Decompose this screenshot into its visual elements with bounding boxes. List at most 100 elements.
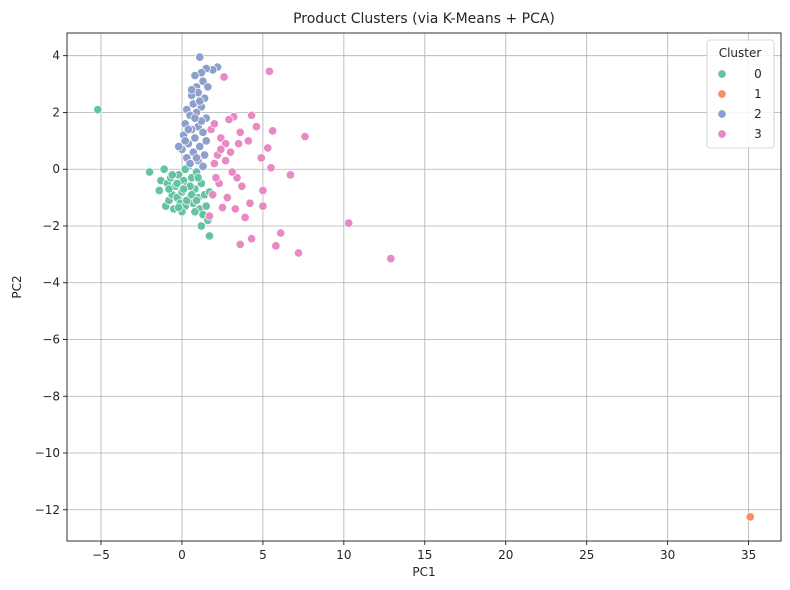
legend-marker [717, 69, 727, 79]
data-point [180, 136, 190, 146]
legend-items: 0 1 2 3 [717, 67, 762, 141]
data-point [211, 173, 221, 183]
data-point [167, 170, 177, 180]
data-point [300, 132, 310, 142]
data-point [195, 52, 205, 62]
data-point [209, 119, 219, 129]
data-point [93, 105, 103, 115]
data-point [179, 184, 189, 194]
y-tick-label: −6 [42, 333, 60, 347]
y-axis-label: PC2 [10, 275, 24, 298]
data-point [285, 170, 295, 180]
data-point [216, 144, 226, 154]
legend-label: 2 [754, 107, 762, 121]
x-tick-label: 35 [741, 548, 756, 562]
x-tick-label: 0 [178, 548, 186, 562]
data-point [195, 96, 205, 106]
series-cluster-1 [745, 512, 755, 522]
y-tick-label: 0 [52, 162, 60, 176]
data-point [196, 221, 206, 231]
data-point [240, 212, 250, 223]
y-tick-label: 2 [52, 105, 60, 119]
legend: Cluster 0 1 2 3 [706, 39, 775, 149]
data-point [204, 231, 215, 241]
x-tick-label: 5 [259, 548, 267, 562]
series-cluster-3 [204, 66, 396, 264]
data-point [164, 184, 174, 194]
x-tick-label: 25 [579, 548, 594, 562]
data-point [159, 164, 169, 174]
data-point [251, 122, 261, 132]
y-tick-label: −8 [42, 389, 60, 403]
data-point [224, 115, 234, 125]
data-point [221, 156, 231, 166]
legend-label: 1 [754, 87, 762, 101]
data-point [190, 207, 200, 217]
data-point [264, 66, 274, 76]
data-point [191, 195, 202, 205]
y-tick-label: 4 [52, 49, 60, 63]
data-point [256, 153, 266, 163]
data-point [201, 136, 211, 146]
series-cluster-2 [174, 52, 223, 171]
data-point [200, 150, 210, 160]
y-tick-label: −4 [42, 276, 60, 290]
y-tick-label: −2 [42, 219, 60, 233]
x-axis-ticks: −5 0 5 10 15 20 25 30 35 [92, 541, 756, 562]
data-point [230, 204, 240, 214]
data-point [271, 241, 281, 251]
data-point [243, 136, 253, 146]
data-point [190, 113, 200, 123]
data-point [235, 239, 245, 249]
data-point [154, 185, 164, 196]
data-point [247, 234, 257, 244]
data-point [204, 211, 215, 221]
data-point [174, 202, 184, 213]
x-tick-label: −5 [92, 548, 110, 562]
data-point [198, 127, 208, 137]
series-cluster-0 [93, 105, 215, 241]
data-point [386, 254, 396, 264]
data-point [217, 202, 227, 213]
data-point [198, 161, 208, 171]
data-point [203, 82, 213, 92]
data-point [266, 163, 276, 173]
data-points [93, 52, 755, 522]
y-tick-label: −12 [35, 503, 60, 517]
x-tick-label: 20 [498, 548, 513, 562]
y-tick-label: −10 [35, 446, 60, 460]
data-point [745, 512, 755, 522]
data-point [185, 158, 195, 169]
data-point [174, 141, 184, 152]
legend-label: 0 [754, 67, 762, 81]
data-point [276, 228, 286, 238]
data-point [193, 173, 203, 183]
data-point [190, 133, 200, 143]
data-point [258, 185, 268, 196]
data-point [258, 201, 268, 211]
x-tick-label: 10 [336, 548, 351, 562]
data-point [208, 190, 218, 200]
y-axis-ticks: −12 −10 −8 −6 −4 −2 0 2 4 [35, 49, 67, 517]
data-point [227, 167, 237, 177]
data-point [235, 127, 245, 137]
data-point [247, 110, 257, 120]
data-point [222, 193, 232, 203]
data-point [190, 71, 200, 81]
data-point [209, 158, 219, 169]
legend-marker [717, 109, 727, 119]
data-point [187, 85, 197, 95]
legend-label: 3 [754, 127, 762, 141]
legend-marker [717, 89, 727, 99]
x-axis-label: PC1 [412, 565, 435, 579]
data-point [234, 139, 244, 149]
chart-title: Product Clusters (via K-Means + PCA) [293, 11, 555, 27]
grid-lines [67, 33, 781, 541]
data-point [245, 198, 255, 208]
data-point [293, 248, 304, 258]
legend-marker [717, 129, 727, 139]
data-point [225, 147, 236, 157]
data-point [172, 178, 182, 188]
x-tick-label: 30 [660, 548, 675, 562]
